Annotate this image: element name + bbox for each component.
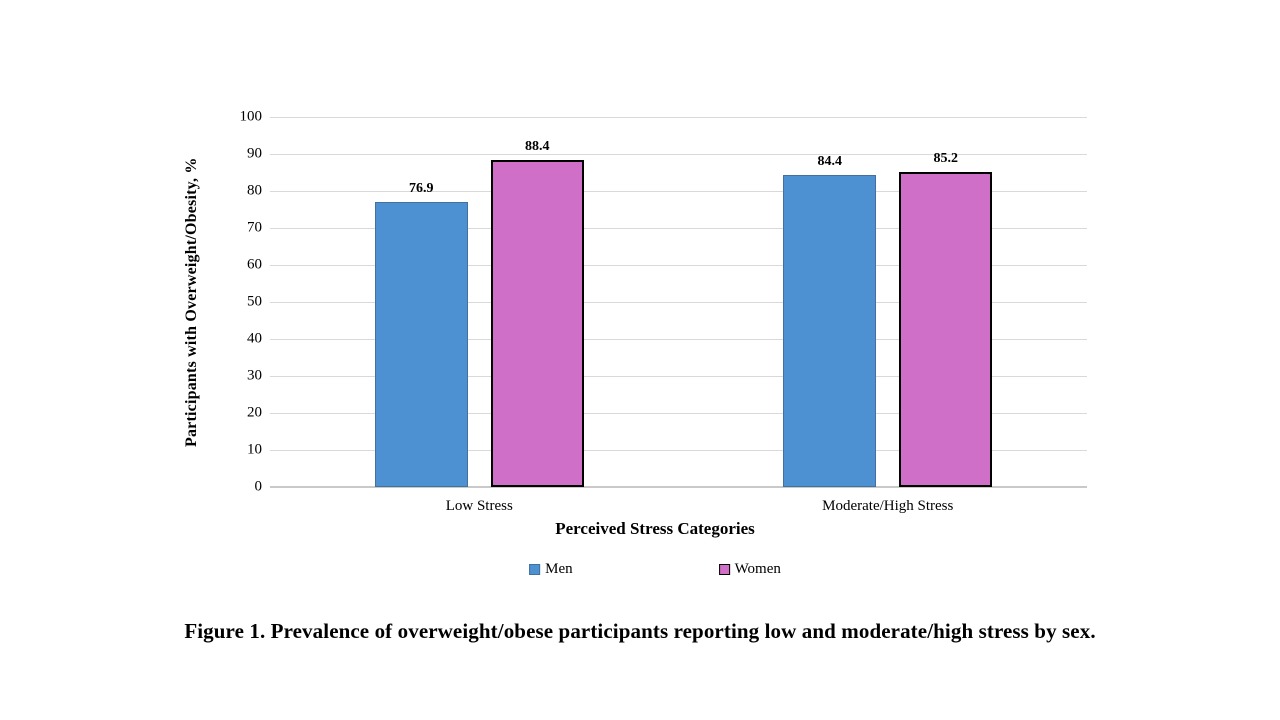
gridline xyxy=(270,228,1087,229)
y-tick-label: 70 xyxy=(247,219,262,236)
figure-caption: Figure 1. Prevalence of overweight/obese… xyxy=(184,619,1096,643)
y-tick-label: 40 xyxy=(247,330,262,347)
gridline xyxy=(270,450,1087,451)
legend-label-women: Women xyxy=(734,561,781,577)
bar-men-low-stress xyxy=(374,202,468,487)
x-axis-title: Perceived Stress Categories xyxy=(555,519,755,538)
legend-item-women: Women xyxy=(718,561,781,577)
bar-chart: Participants with Overweight/Obesity, % … xyxy=(183,108,1087,577)
legend: Men Women xyxy=(529,562,781,577)
y-tick-label: 100 xyxy=(239,108,263,125)
gridline xyxy=(270,376,1087,377)
bar-women-moderate-high-stress xyxy=(899,171,993,487)
gridline xyxy=(270,191,1087,192)
gridline xyxy=(270,117,1087,118)
x-tick-label-low-stress: Low Stress xyxy=(445,498,513,514)
legend-item-men: Men xyxy=(529,562,573,577)
gridline xyxy=(270,302,1087,303)
bar-value-label: 88.4 xyxy=(525,138,550,154)
gridline xyxy=(270,413,1087,414)
legend-swatch-men xyxy=(529,564,541,575)
y-tick-label: 20 xyxy=(247,404,262,421)
legend-label-men: Men xyxy=(545,561,573,577)
y-tick-label: 50 xyxy=(247,293,262,310)
y-tick-label: 30 xyxy=(247,367,262,384)
gridline xyxy=(270,339,1087,340)
gridline xyxy=(270,154,1087,155)
y-tick-label: 90 xyxy=(247,145,262,162)
bar-value-label: 84.4 xyxy=(817,153,843,169)
y-tick-label: 10 xyxy=(247,441,262,458)
bar-women-low-stress xyxy=(490,159,584,487)
legend-swatch-women xyxy=(718,564,730,575)
gridline xyxy=(270,265,1087,266)
bar-men-moderate-high-stress xyxy=(783,174,877,487)
bar-value-label: 85.2 xyxy=(933,150,959,166)
y-tick-label: 0 xyxy=(254,478,263,495)
y-tick-label: 80 xyxy=(247,182,262,199)
x-axis-line xyxy=(270,486,1087,488)
x-tick-label-moderate-high-stress: Moderate/High Stress xyxy=(822,498,954,514)
bar-value-label: 76.9 xyxy=(409,181,434,197)
y-tick-label: 60 xyxy=(247,256,262,273)
